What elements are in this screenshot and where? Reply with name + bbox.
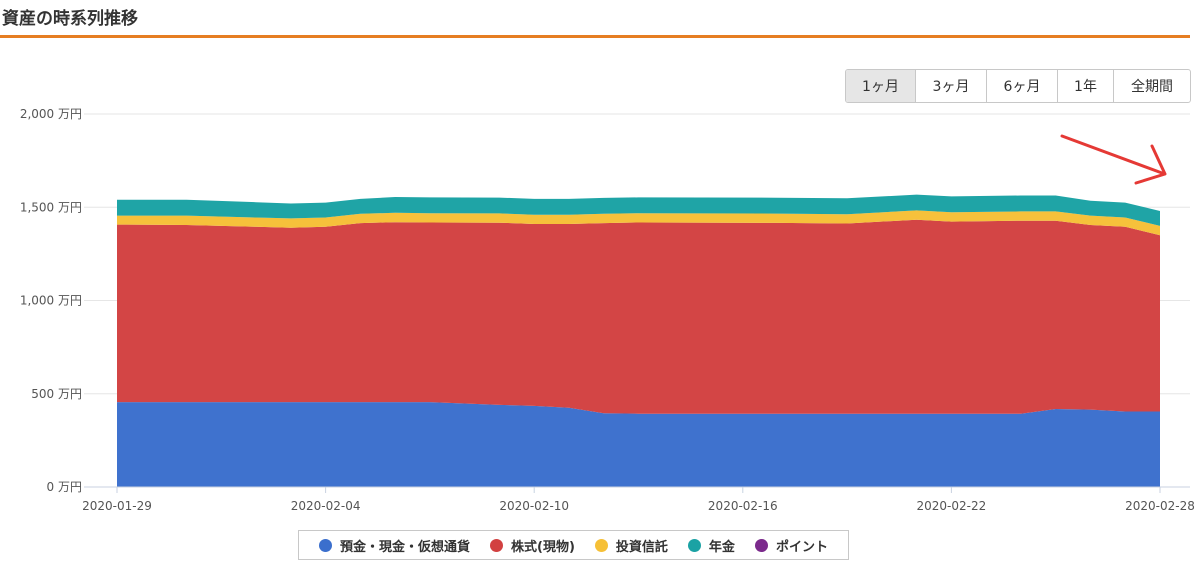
legend-item-stocks[interactable]: 株式(現物) [490,536,575,555]
legend-dot [687,538,701,552]
legend-item-points[interactable]: ポイント [754,536,828,555]
range-all-button[interactable]: 全期間 [1131,79,1173,95]
area-series-0[interactable] [117,402,1160,487]
legend-label: 預金・現金・仮想通貨 [340,539,471,555]
chart-legend: 預金・現金・仮想通貨 株式(現物) 投資信託 年金 ポイント [298,530,849,560]
legend-dot [594,538,608,552]
y-tick-label: 2,000 万円 [20,107,82,121]
x-tick-label: 2020-02-28 [1125,499,1195,513]
legend-label: 年金 [708,539,735,555]
area-series-2[interactable] [117,210,1160,236]
legend-item-deposit[interactable]: 預金・現金・仮想通貨 [319,536,470,555]
x-tick-label: 2020-02-16 [708,499,778,513]
range-1-year-button[interactable]: 1年 [1058,70,1114,102]
x-tick-label: 2020-02-04 [291,499,361,513]
y-tick-label: 500 万円 [31,387,82,401]
range-selector: 1ヶ月 3ヶ月 6ヶ月 1年 全期間 [845,69,1191,103]
x-tick-label: 2020-02-10 [499,499,569,513]
range-3-month-button[interactable]: 3ヶ月 [916,70,987,102]
legend-dot [754,538,768,552]
legend-item-pension[interactable]: 年金 [687,536,735,555]
y-tick-label: 1,000 万円 [20,294,82,308]
range-6-month-button[interactable]: 6ヶ月 [987,70,1058,102]
y-tick-label: 0 万円 [47,480,82,494]
area-series-3[interactable] [117,194,1160,226]
area-series-1[interactable] [117,219,1160,414]
legend-label: ポイント [775,539,828,555]
x-tick-label: 2020-01-29 [82,499,152,513]
legend-dot [319,538,332,552]
y-tick-label: 1,500 万円 [20,200,82,214]
legend-item-funds[interactable]: 投資信託 [594,536,668,555]
page-title: 資産の時系列推移 [2,9,138,29]
legend-label: 株式(現物) [511,539,575,555]
annotation-arrow-head [1134,144,1167,185]
annotation-arrow-shaft [1060,134,1164,175]
x-tick-label: 2020-02-22 [917,499,987,513]
title-divider [0,35,1190,38]
legend-dot [490,538,504,552]
legend-label: 投資信託 [615,539,668,555]
range-1-month-button[interactable]: 1ヶ月 [846,70,916,102]
